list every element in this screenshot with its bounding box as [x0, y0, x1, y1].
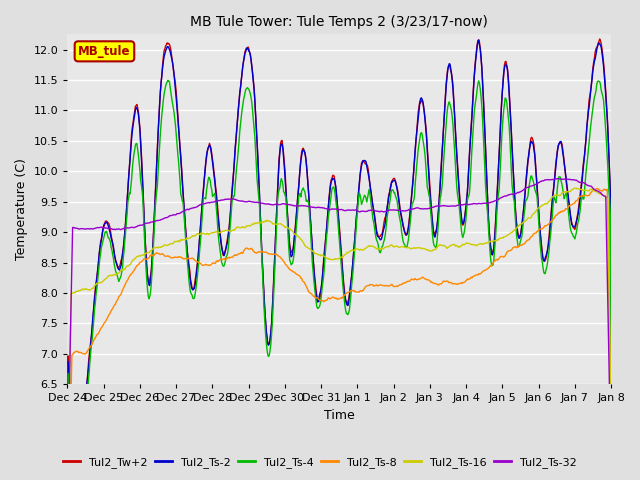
- Title: MB Tule Tower: Tule Temps 2 (3/23/17-now): MB Tule Tower: Tule Temps 2 (3/23/17-now…: [190, 15, 488, 29]
- X-axis label: Time: Time: [324, 409, 355, 422]
- Y-axis label: Temperature (C): Temperature (C): [15, 158, 28, 260]
- Text: MB_tule: MB_tule: [78, 45, 131, 58]
- Legend: Tul2_Tw+2, Tul2_Ts-2, Tul2_Ts-4, Tul2_Ts-8, Tul2_Ts-16, Tul2_Ts-32: Tul2_Tw+2, Tul2_Ts-2, Tul2_Ts-4, Tul2_Ts…: [59, 452, 581, 472]
